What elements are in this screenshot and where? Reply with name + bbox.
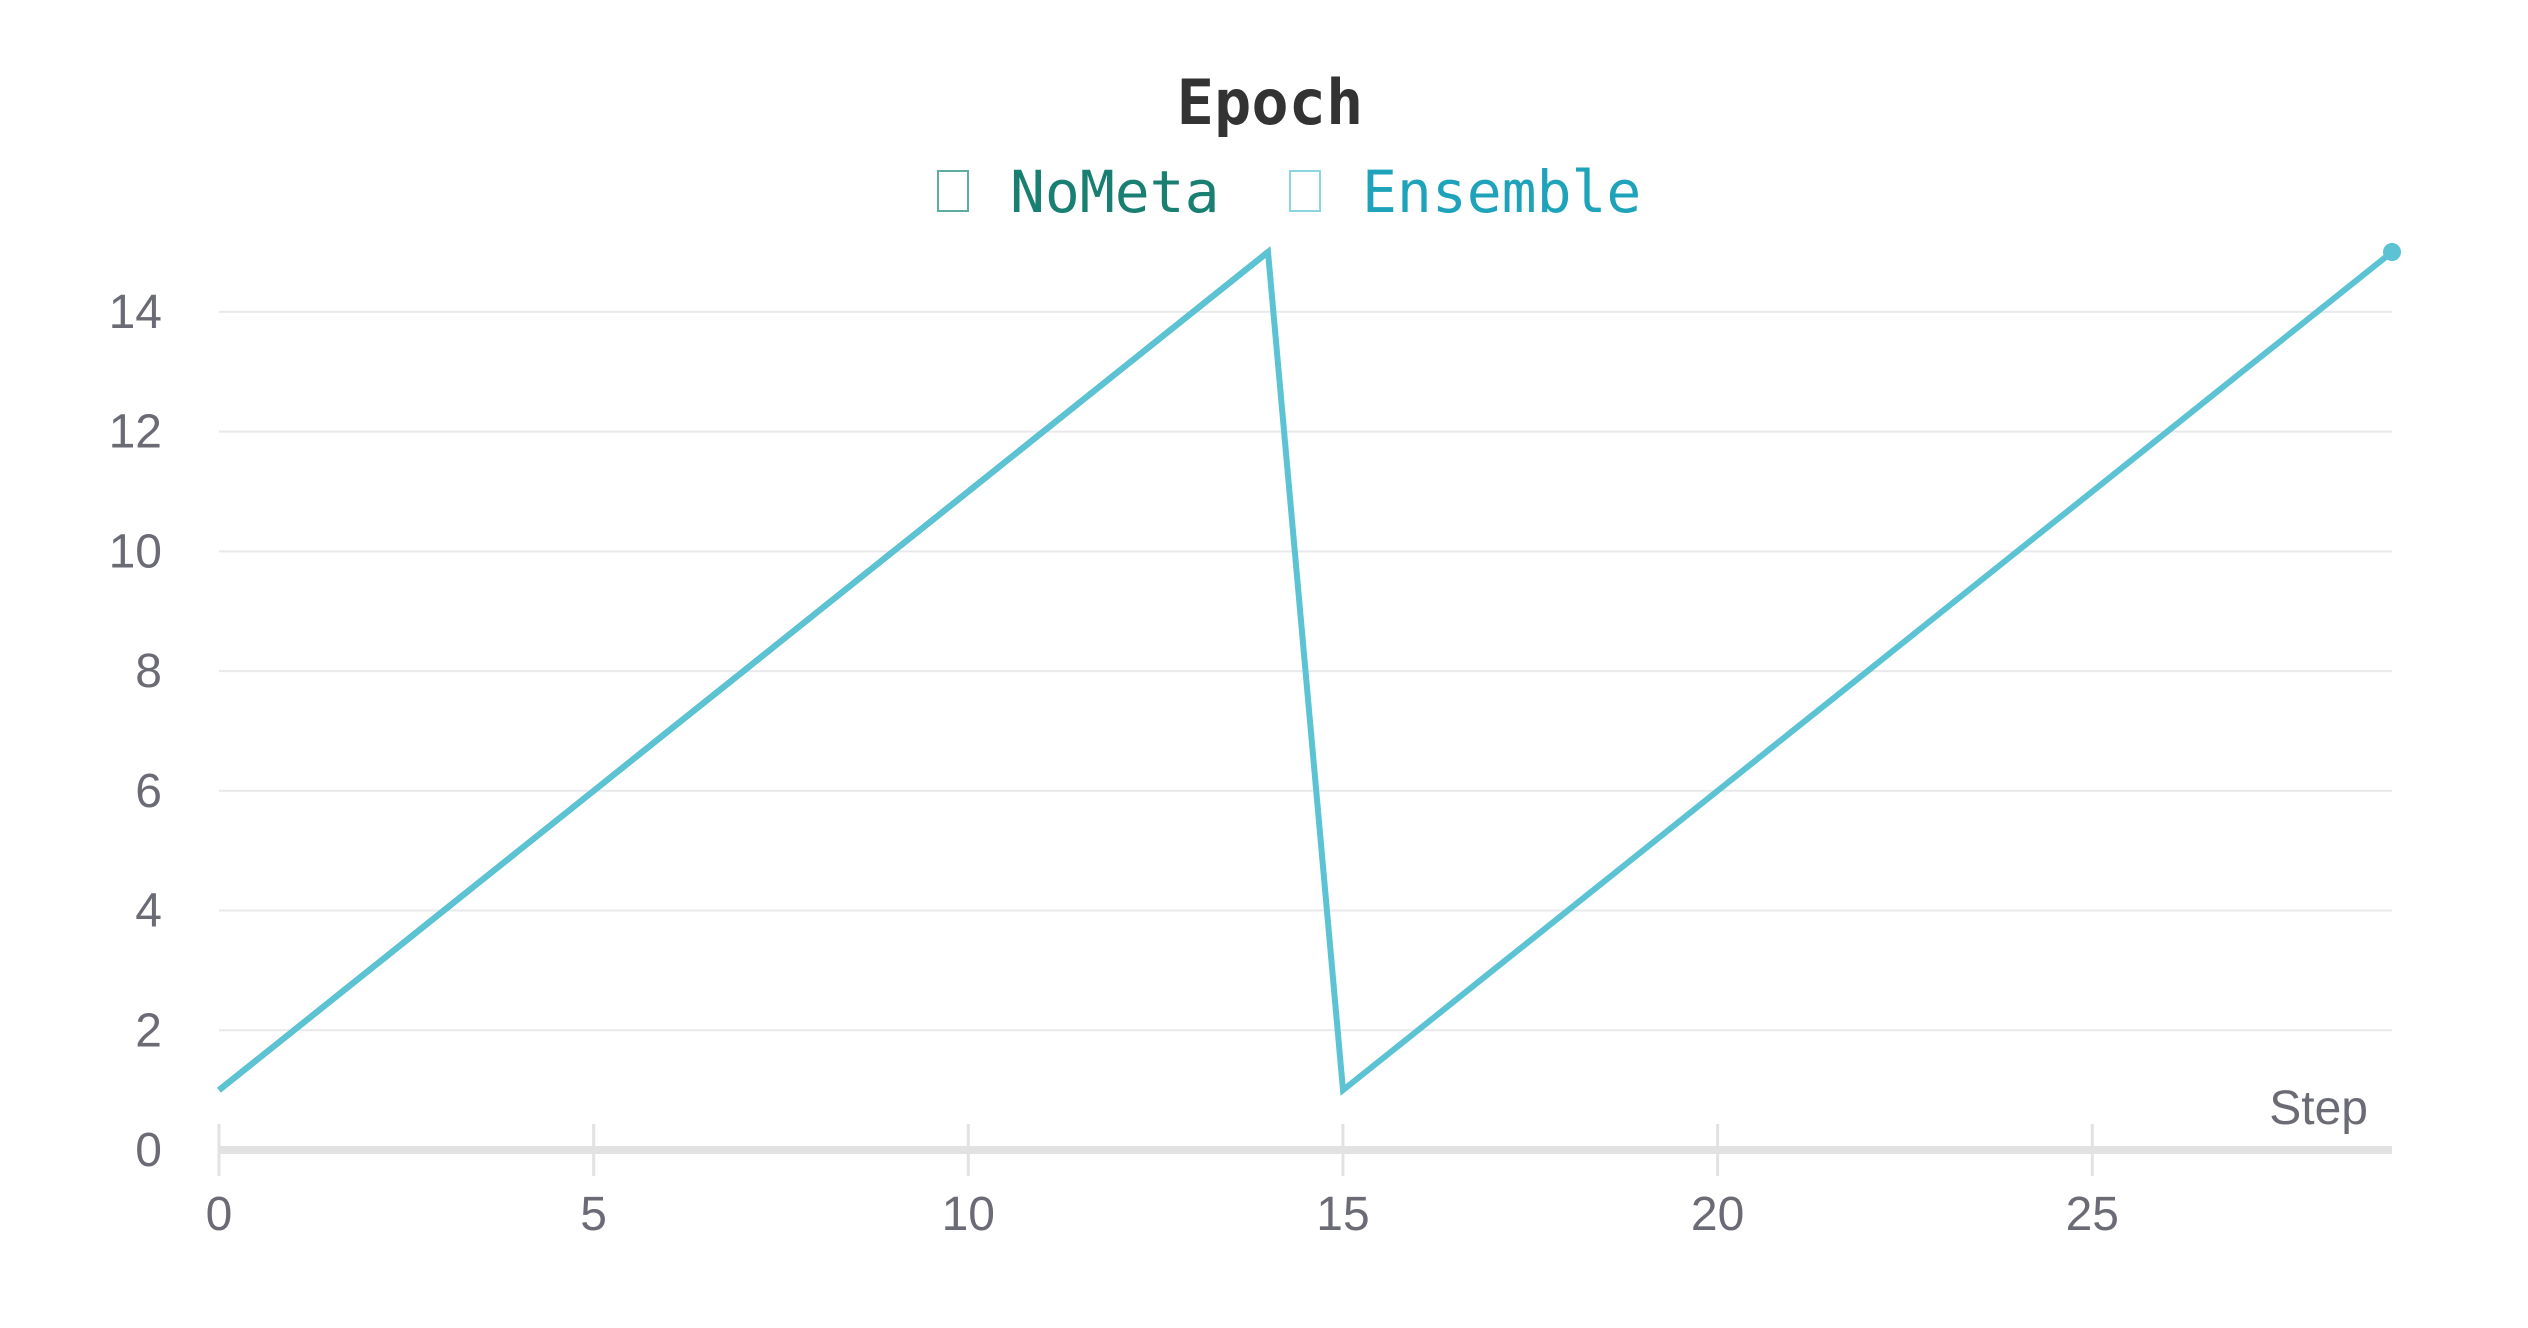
y-tick-label: 0 (135, 1124, 162, 1177)
x-tick-label: 15 (1316, 1188, 1369, 1241)
y-tick-label: 2 (135, 1004, 162, 1057)
chart-title: Epoch (1177, 66, 1364, 139)
x-tick-label: 5 (580, 1188, 607, 1241)
series-lines (217, 243, 2401, 1096)
legend-label-nometa[interactable]: NoMeta (1010, 158, 1220, 226)
legend-label-ensemble[interactable]: Ensemble (1362, 158, 1641, 226)
series-line-ensemble (217, 246, 2394, 1096)
y-tick-label: 6 (135, 765, 162, 818)
grid-lines (219, 310, 2392, 1032)
y-tick-label: 4 (135, 885, 162, 938)
x-tick-label: 25 (2066, 1188, 2119, 1241)
y-axis: 0 2 4 6 8 10 12 14 (109, 286, 162, 1177)
x-tick-label: 0 (206, 1188, 233, 1241)
x-axis-label: Step (2269, 1082, 2368, 1135)
y-tick-label: 10 (109, 525, 162, 578)
y-tick-label: 14 (109, 286, 162, 339)
x-axis: 0 5 10 15 20 25 (206, 1124, 2392, 1241)
x-tick-label: 10 (942, 1188, 995, 1241)
series-end-marker (2383, 243, 2401, 261)
legend-swatch-nometa[interactable] (937, 170, 969, 212)
x-tick-label: 20 (1691, 1188, 1744, 1241)
y-tick-label: 8 (135, 645, 162, 698)
legend: NoMeta Ensemble (937, 158, 1641, 226)
y-tick-label: 12 (109, 406, 162, 459)
legend-swatch-ensemble[interactable] (1289, 170, 1321, 212)
